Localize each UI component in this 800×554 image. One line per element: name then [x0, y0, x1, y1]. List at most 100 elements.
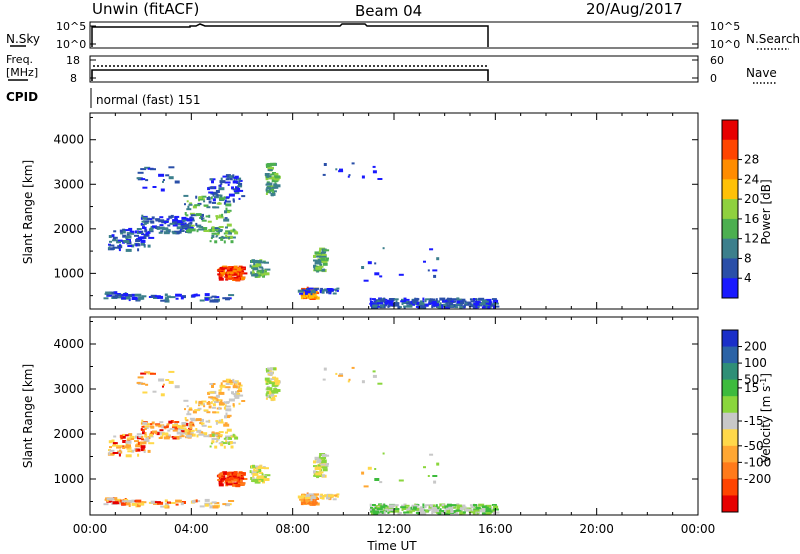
data-cell [252, 273, 259, 277]
data-cell [208, 391, 215, 394]
data-cell [219, 472, 225, 476]
data-cell [186, 434, 192, 438]
data-cell [326, 290, 331, 294]
data-cell [383, 509, 388, 513]
data-cell [241, 271, 245, 274]
data-cell [429, 298, 433, 302]
data-cell [256, 477, 260, 481]
data-cell [382, 303, 385, 306]
data-cell [184, 417, 187, 420]
data-cell [241, 482, 246, 485]
data-cell [234, 231, 239, 235]
data-cell [267, 372, 273, 376]
data-cell [319, 262, 322, 266]
data-cell [172, 429, 178, 432]
data-cell [240, 266, 246, 269]
data-cell [436, 257, 440, 261]
data-cell [464, 302, 469, 305]
data-cell [324, 288, 329, 292]
data-cell [147, 449, 151, 453]
data-cell [306, 500, 308, 503]
data-cell [200, 213, 204, 217]
power-panel: 1000 2000 3000 4000 Slant Range [km] [21, 112, 699, 310]
data-cell [251, 477, 255, 481]
nsky-tick-bottom: 10^0 [56, 38, 86, 51]
data-cell [399, 306, 402, 309]
data-cell [403, 511, 410, 514]
data-cell [310, 288, 314, 291]
data-cell [306, 295, 308, 297]
data-cell [175, 503, 179, 506]
data-cell [264, 377, 270, 381]
data-cell [253, 262, 256, 266]
data-cell [236, 392, 241, 396]
data-cell [131, 297, 138, 300]
data-cell [319, 495, 323, 498]
data-cell [322, 173, 326, 176]
data-cell [265, 397, 268, 400]
data-cell [225, 479, 232, 482]
data-cell [370, 304, 373, 307]
data-cell [304, 291, 308, 295]
data-cell [258, 480, 262, 483]
data-cell [332, 494, 338, 497]
data-cell [204, 498, 210, 502]
data-cell [323, 367, 327, 371]
data-cell [266, 387, 273, 391]
data-cell [305, 291, 311, 294]
data-cell [119, 434, 123, 438]
data-cell [322, 378, 326, 381]
data-cell [223, 472, 230, 475]
data-cell [376, 305, 382, 308]
data-cell [209, 240, 212, 243]
data-cell [256, 265, 259, 268]
colorbar-segment [722, 120, 738, 141]
data-cell [265, 382, 269, 385]
data-cell [210, 442, 213, 445]
data-cell [208, 191, 214, 194]
data-cell [361, 175, 365, 179]
data-cell [371, 298, 376, 301]
colorbar-tick-label: 20 [744, 192, 759, 206]
data-cell [172, 224, 178, 227]
data-cell [221, 441, 224, 444]
data-cell [299, 292, 304, 295]
nsearch-label: N.Search [746, 32, 800, 46]
data-cell [229, 441, 233, 445]
data-cell [382, 452, 385, 455]
data-cell [453, 300, 457, 303]
data-cell [437, 301, 440, 305]
data-cell [131, 244, 135, 248]
data-cell [186, 405, 189, 408]
data-cell [379, 304, 383, 307]
data-cell [198, 228, 205, 231]
data-cell [143, 425, 149, 428]
data-cell [447, 299, 450, 303]
data-cell [226, 472, 230, 476]
data-cell [119, 501, 123, 505]
data-cell [160, 505, 165, 508]
data-cell [189, 423, 193, 427]
data-cell [108, 291, 115, 295]
data-cell [388, 305, 391, 308]
data-cell [129, 230, 135, 234]
data-cell [203, 405, 206, 408]
data-cell [234, 395, 240, 399]
data-cell [231, 276, 235, 279]
colorbar-tick-label: 12 [744, 232, 759, 246]
data-cell [122, 228, 126, 231]
velocity-colorbar-label-end: ] [759, 373, 773, 378]
data-cell [373, 506, 376, 509]
data-cell [198, 400, 203, 404]
data-cell [404, 504, 410, 507]
data-cell [215, 215, 219, 218]
data-cell [108, 235, 112, 238]
data-cell [217, 479, 221, 481]
data-cell [218, 226, 224, 228]
data-cell [140, 445, 146, 449]
data-cell [214, 432, 221, 435]
power-colorbar: 4 8 12 16 20 24 28 [721, 119, 759, 299]
data-cell [142, 391, 148, 394]
data-cell [487, 512, 491, 515]
data-cell [224, 181, 231, 184]
